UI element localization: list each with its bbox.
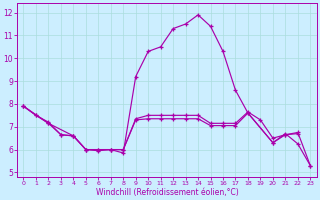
X-axis label: Windchill (Refroidissement éolien,°C): Windchill (Refroidissement éolien,°C) bbox=[96, 188, 238, 197]
